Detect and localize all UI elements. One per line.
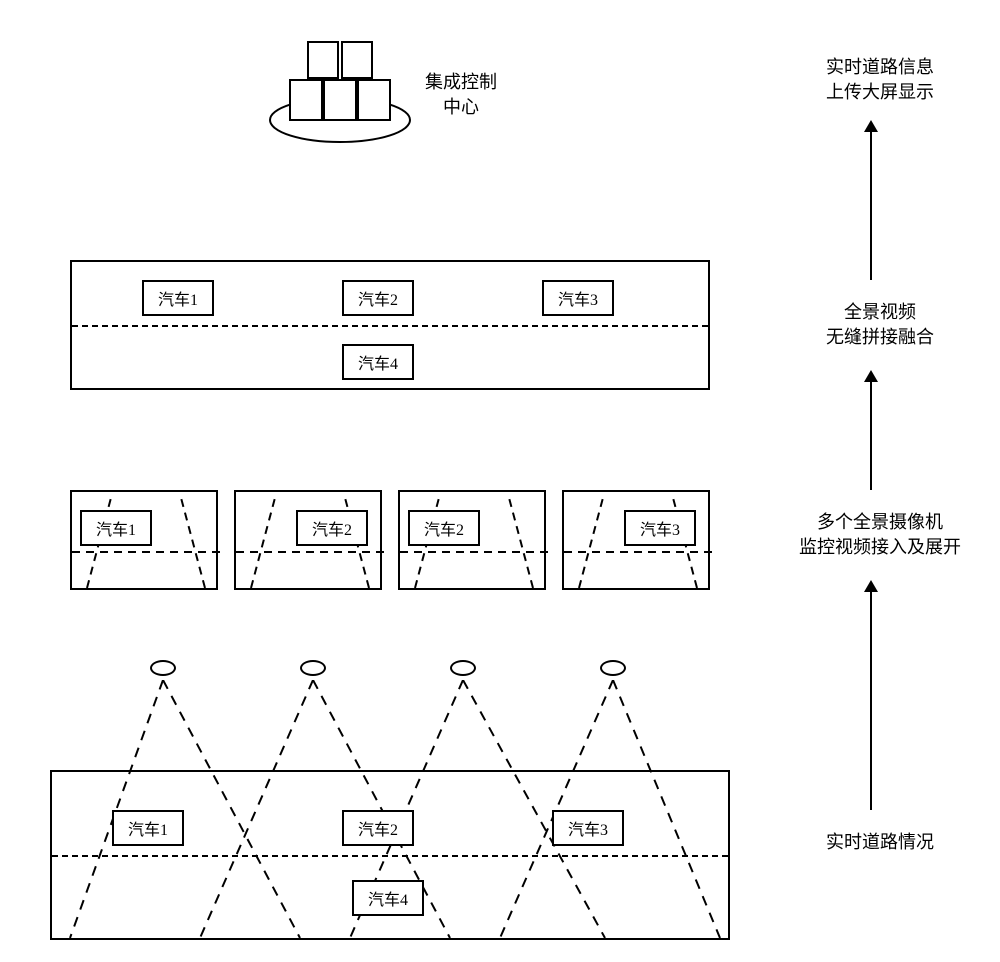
car-box: 汽车3 bbox=[552, 810, 624, 846]
up-arrow-icon bbox=[870, 130, 872, 280]
camera-feed: 汽车3 bbox=[562, 490, 710, 590]
car-box: 汽车1 bbox=[80, 510, 152, 546]
car-label: 汽车2 bbox=[358, 292, 398, 309]
step-label-line: 实时道路情况 bbox=[780, 830, 980, 855]
car-box: 汽车2 bbox=[296, 510, 368, 546]
stitched-road-panel: 汽车1 汽车2 汽车3 汽车4 bbox=[70, 260, 710, 390]
car-label: 汽车1 bbox=[158, 292, 198, 309]
step-label-realtime: 实时道路情况 bbox=[780, 830, 980, 855]
camera-icon bbox=[450, 660, 476, 676]
step-label-stitch: 全景视频 无缝拼接融合 bbox=[780, 300, 980, 350]
car-label: 汽车2 bbox=[358, 822, 398, 839]
car-box: 汽车2 bbox=[342, 280, 414, 316]
car-box: 汽车4 bbox=[352, 880, 424, 916]
car-label: 汽车3 bbox=[558, 292, 598, 309]
control-center-label-line2: 中心 bbox=[425, 95, 497, 120]
control-center-label-line1: 集成控制 bbox=[425, 70, 497, 95]
lane-divider bbox=[72, 325, 708, 327]
lane-divider bbox=[52, 855, 728, 857]
up-arrow-icon bbox=[870, 590, 872, 810]
car-box: 汽车4 bbox=[342, 344, 414, 380]
camera-feed: 汽车2 bbox=[398, 490, 546, 590]
car-label: 汽车2 bbox=[312, 522, 352, 539]
step-label-capture: 多个全景摄像机 监控视频接入及展开 bbox=[780, 510, 980, 560]
step-label-line: 无缝拼接融合 bbox=[780, 325, 980, 350]
car-label: 汽车4 bbox=[368, 892, 408, 909]
camera-feed: 汽车2 bbox=[234, 490, 382, 590]
car-label: 汽车1 bbox=[128, 822, 168, 839]
process-flow-column: 实时道路信息 上传大屏显示 全景视频 无缝拼接融合 多个全景摄像机 监控视频接入… bbox=[780, 0, 1000, 962]
step-label-line: 监控视频接入及展开 bbox=[780, 535, 980, 560]
step-label-line: 全景视频 bbox=[780, 300, 980, 325]
car-box: 汽车1 bbox=[142, 280, 214, 316]
control-center: 集成控制 中心 bbox=[250, 30, 530, 150]
camera-feeds-row: 汽车1 汽车2 汽车2 汽车3 bbox=[70, 490, 710, 590]
camera-icon bbox=[150, 660, 176, 676]
step-label-line: 上传大屏显示 bbox=[780, 80, 980, 105]
server-cluster-icon bbox=[260, 30, 420, 150]
cameras-row bbox=[150, 660, 630, 690]
step-label-display: 实时道路信息 上传大屏显示 bbox=[780, 55, 980, 105]
diagram-main-column: 集成控制 中心 汽车1 汽车2 汽车3 汽车4 汽车1 汽车2 bbox=[0, 0, 780, 962]
camera-feed: 汽车1 bbox=[70, 490, 218, 590]
car-box: 汽车2 bbox=[342, 810, 414, 846]
car-box: 汽车1 bbox=[112, 810, 184, 846]
car-box: 汽车3 bbox=[542, 280, 614, 316]
car-box: 汽车3 bbox=[624, 510, 696, 546]
step-label-line: 多个全景摄像机 bbox=[780, 510, 980, 535]
camera-icon bbox=[600, 660, 626, 676]
car-label: 汽车4 bbox=[358, 356, 398, 373]
realtime-road-panel: 汽车1 汽车2 汽车3 汽车4 bbox=[50, 770, 730, 940]
car-label: 汽车2 bbox=[424, 522, 464, 539]
control-center-label: 集成控制 中心 bbox=[425, 70, 497, 120]
car-label: 汽车3 bbox=[568, 822, 608, 839]
car-box: 汽车2 bbox=[408, 510, 480, 546]
up-arrow-icon bbox=[870, 380, 872, 490]
car-label: 汽车1 bbox=[96, 522, 136, 539]
camera-icon bbox=[300, 660, 326, 676]
car-label: 汽车3 bbox=[640, 522, 680, 539]
step-label-line: 实时道路信息 bbox=[780, 55, 980, 80]
